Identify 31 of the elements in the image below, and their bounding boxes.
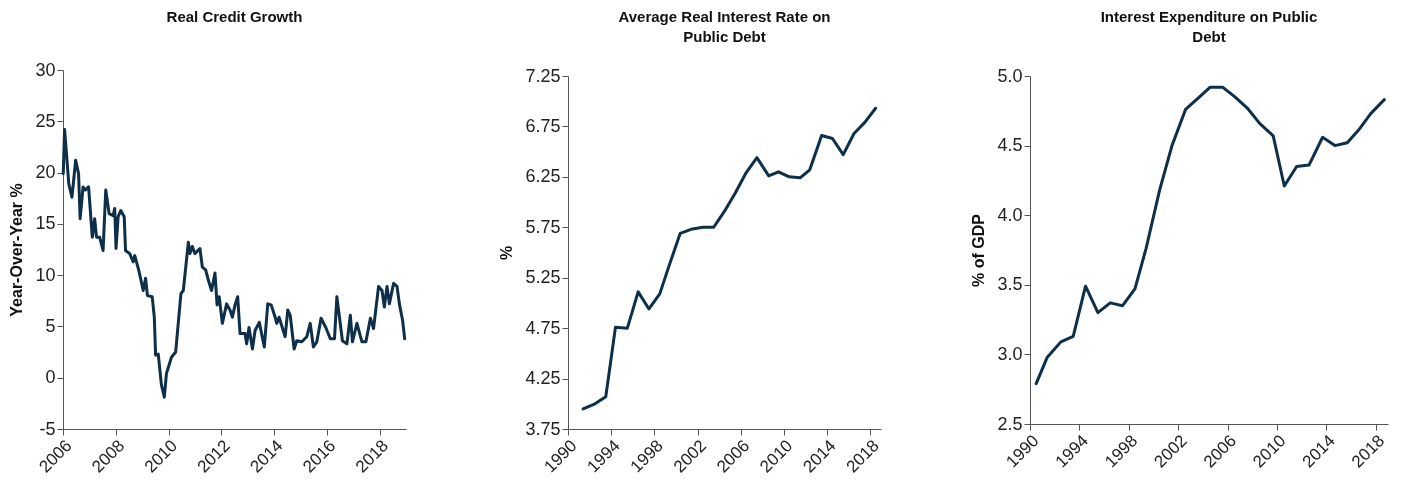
y-tick-label: 4.0	[997, 204, 1023, 225]
y-tick-label: 7.25	[525, 65, 561, 86]
chart-title: Real Credit Growth	[166, 8, 303, 25]
y-tick-label: 10	[35, 264, 56, 285]
y-tick-label: 4.75	[525, 317, 561, 338]
y-tick-label: 15	[35, 213, 56, 234]
y-tick-label: 25	[35, 110, 56, 131]
line-series	[581, 106, 878, 411]
y-tick-label: 3.0	[997, 343, 1023, 364]
y-tick-label: 4.5	[997, 135, 1023, 156]
y-tick-label: 2.5	[997, 413, 1023, 434]
y-tick-label: 0	[45, 367, 56, 388]
line-series	[61, 127, 407, 399]
y-tick-label: 30	[35, 59, 56, 80]
y-tick-label: 5.25	[525, 267, 561, 288]
y-tick-label: 6.75	[525, 115, 561, 136]
y-tick-label: 5.75	[525, 216, 561, 237]
y-axis-title: % of GDP	[970, 213, 988, 287]
y-tick-label: 5	[45, 315, 56, 336]
y-tick-label: 3.75	[525, 418, 561, 439]
y-tick-label: -5	[39, 418, 56, 439]
line-series	[1034, 85, 1386, 386]
chart-title: Interest Expenditure on Public Debt	[1100, 8, 1318, 45]
y-axis-title: %	[498, 245, 516, 261]
y-tick-label: 4.25	[525, 368, 561, 389]
y-axis-title: Year-Over-Year %	[8, 183, 26, 317]
y-tick-label: 6.25	[525, 166, 561, 187]
y-tick-label: 20	[35, 162, 56, 183]
chart-title: Average Real Interest Rate on Public Debt	[618, 8, 831, 45]
y-tick-label: 3.5	[997, 274, 1023, 295]
y-tick-label: 5.0	[997, 65, 1023, 86]
